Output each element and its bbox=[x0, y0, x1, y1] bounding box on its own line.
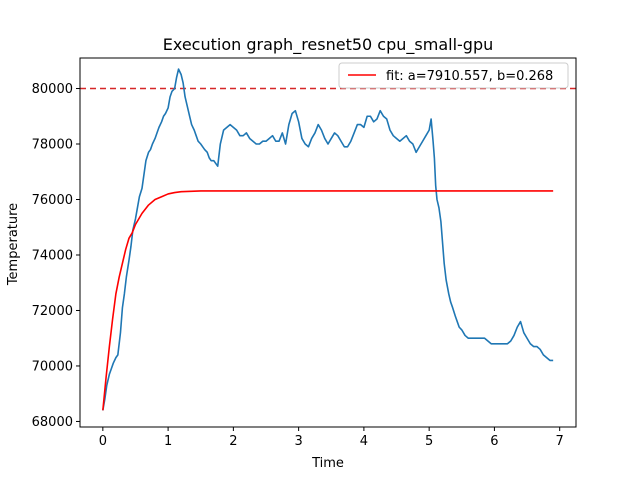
y-tick-label: 78000 bbox=[32, 138, 73, 153]
x-tick-label: 7 bbox=[556, 434, 564, 449]
legend-box bbox=[338, 62, 569, 89]
x-tick-label: 2 bbox=[229, 434, 237, 449]
x-tick-label: 3 bbox=[294, 434, 302, 449]
y-tick-label: 74000 bbox=[32, 248, 73, 263]
axes-layer: 0 1 2 3 4 5 6 7 68000 70000 72000 74000 76000 78000 80… bbox=[32, 57, 577, 449]
series-layer bbox=[80, 68, 576, 411]
x-tick-label: 6 bbox=[490, 434, 498, 449]
legend: fit: a=7910.557, b=0.268 bbox=[338, 62, 569, 89]
fit-curve-line bbox=[102, 190, 554, 411]
chart-title: Execution graph_resnet50 cpu_small-gpu bbox=[163, 35, 493, 55]
x-tick-label: 4 bbox=[360, 434, 368, 449]
y-tick-label: 70000 bbox=[32, 359, 73, 374]
y-tick-label: 80000 bbox=[32, 82, 73, 97]
plot-frame bbox=[79, 57, 577, 428]
x-tick-label: 5 bbox=[425, 434, 433, 449]
x-tick-label: 1 bbox=[164, 434, 172, 449]
y-axis-label: Temperature bbox=[6, 203, 21, 286]
y-tick-label: 68000 bbox=[32, 415, 73, 430]
x-axis-label: Time bbox=[311, 456, 344, 471]
temperature-series-line bbox=[102, 68, 554, 411]
x-tick-label: 0 bbox=[99, 434, 107, 449]
legend-label: fit: a=7910.557, b=0.268 bbox=[386, 69, 553, 84]
y-tick-label: 76000 bbox=[32, 193, 73, 208]
y-tick-label: 72000 bbox=[32, 304, 73, 319]
